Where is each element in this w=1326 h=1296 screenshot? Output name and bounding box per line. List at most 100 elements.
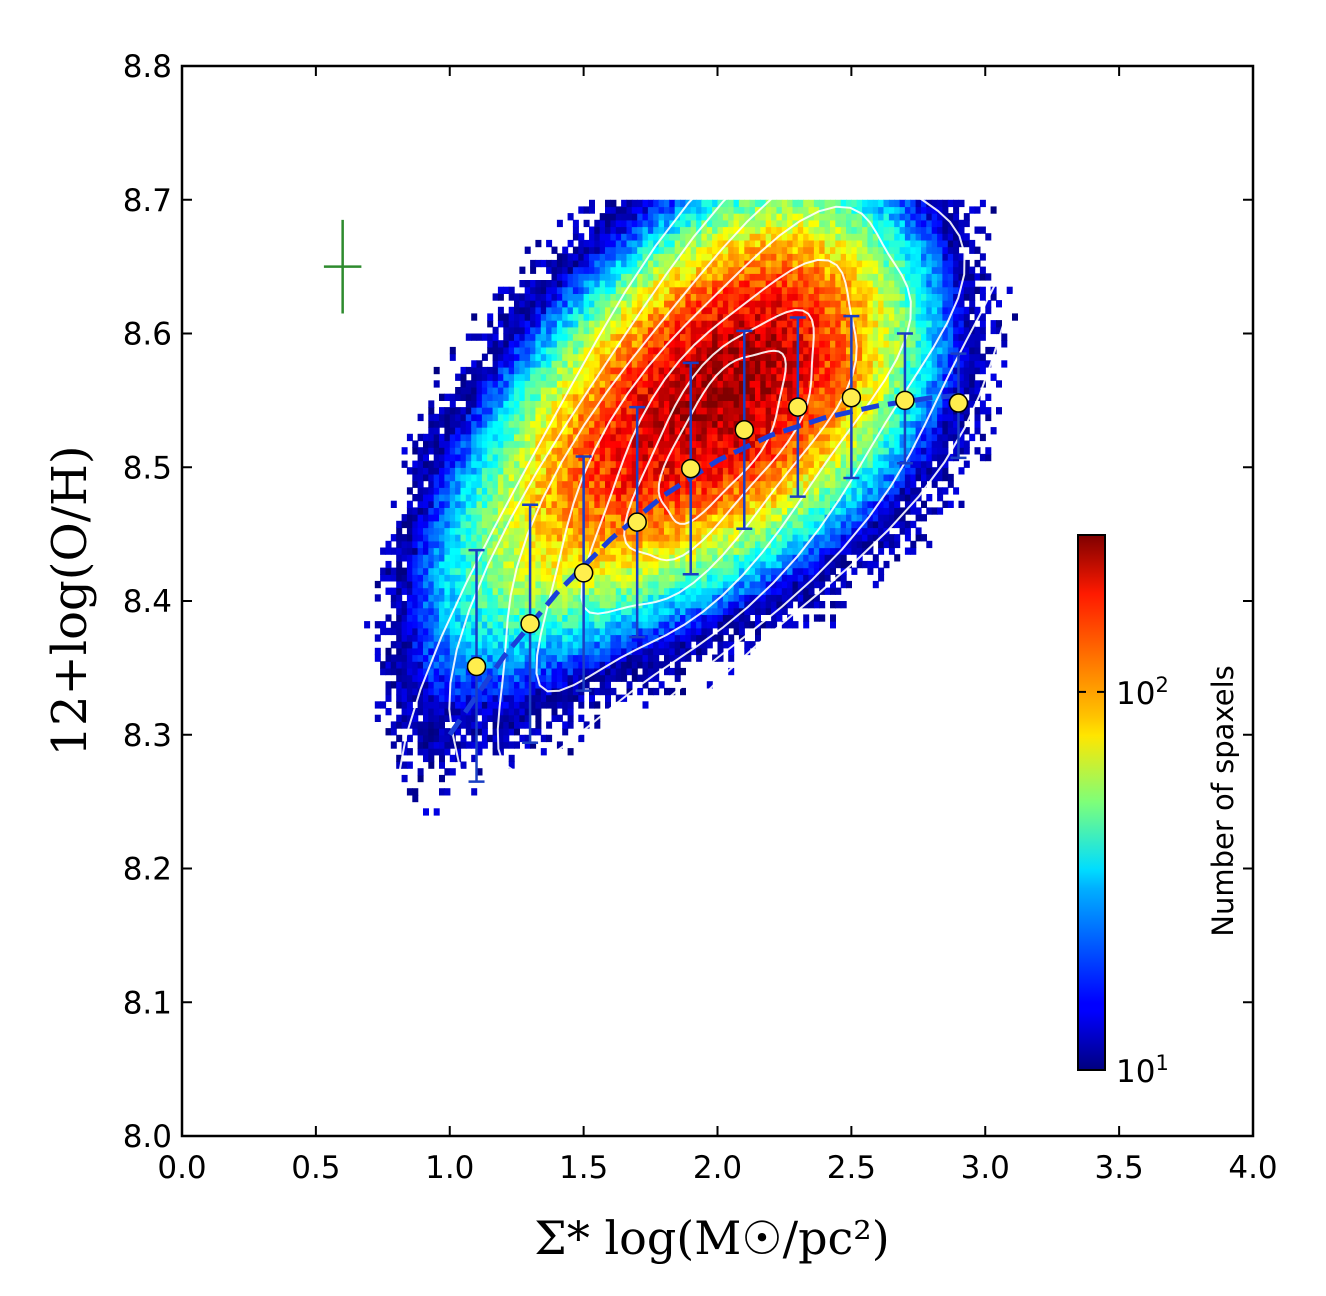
heatmap-cell xyxy=(755,340,761,348)
heatmap-cell xyxy=(738,246,745,254)
heatmap-cell xyxy=(680,601,686,609)
heatmap-cell xyxy=(439,728,445,736)
heatmap-cell xyxy=(701,627,708,636)
heatmap-cell xyxy=(492,393,499,401)
heatmap-cell xyxy=(760,447,767,455)
heatmap-cell xyxy=(546,540,553,549)
heatmap-cell xyxy=(771,574,778,582)
heatmap-cell xyxy=(487,534,494,542)
heatmap-cell xyxy=(487,641,494,649)
heatmap-cell xyxy=(696,253,703,261)
heatmap-cell xyxy=(615,527,622,535)
heatmap-cell xyxy=(503,534,510,542)
heatmap-cell xyxy=(658,440,665,448)
heatmap-cell xyxy=(658,293,665,301)
heatmap-cell xyxy=(492,413,499,422)
heatmap-cell xyxy=(733,520,740,529)
heatmap-cell xyxy=(385,728,392,736)
heatmap-cell xyxy=(556,634,563,642)
heatmap-cell xyxy=(406,667,413,676)
heatmap-cell xyxy=(460,554,467,562)
heatmap-cell xyxy=(481,400,488,408)
heatmap-cell xyxy=(738,547,745,555)
heatmap-cell xyxy=(433,614,440,622)
heatmap-cell xyxy=(653,480,660,488)
heatmap-cell xyxy=(797,280,804,288)
heatmap-cell xyxy=(776,387,783,395)
heatmap-cell xyxy=(396,761,403,769)
heatmap-cell xyxy=(717,601,724,609)
heatmap-cell xyxy=(556,313,563,321)
heatmap-cell xyxy=(722,534,729,542)
heatmap-cell xyxy=(792,340,799,348)
heatmap-cell xyxy=(583,527,590,535)
heatmap-cell xyxy=(551,373,558,381)
heatmap-cell xyxy=(481,641,488,649)
heatmap-cell xyxy=(583,480,590,488)
heatmap-cell xyxy=(680,527,686,535)
heatmap-cell xyxy=(540,333,547,341)
heatmap-cell xyxy=(481,687,488,696)
heatmap-cell xyxy=(433,554,440,562)
heatmap-cell xyxy=(760,206,767,214)
heatmap-cell xyxy=(642,320,649,328)
heatmap-cell xyxy=(797,587,804,595)
heatmap-cell xyxy=(637,353,644,361)
heatmap-cell xyxy=(460,580,467,589)
heatmap-cell xyxy=(562,259,569,268)
heatmap-cell xyxy=(594,601,601,609)
heatmap-cell xyxy=(664,206,670,214)
heatmap-cell xyxy=(589,627,595,636)
heatmap-cell xyxy=(738,380,745,388)
heatmap-cell xyxy=(401,547,408,555)
heatmap-cell xyxy=(519,353,526,361)
heatmap-cell xyxy=(733,206,740,214)
heatmap-cell xyxy=(749,467,756,475)
heatmap-cell xyxy=(417,554,424,562)
heatmap-cell xyxy=(701,453,708,462)
heatmap-cell xyxy=(690,366,697,375)
heatmap-cell xyxy=(621,634,628,642)
heatmap-cell xyxy=(594,594,601,602)
heatmap-cell xyxy=(658,453,665,462)
heatmap-cell xyxy=(749,239,756,248)
heatmap-cell xyxy=(567,440,574,448)
heatmap-cell xyxy=(615,320,622,328)
heatmap-cell xyxy=(642,634,649,642)
heatmap-cell xyxy=(637,393,644,401)
heatmap-cell xyxy=(706,293,713,301)
heatmap-cell xyxy=(428,540,435,549)
heatmap-cell xyxy=(556,520,563,529)
heatmap-cell xyxy=(390,641,397,649)
heatmap-cell xyxy=(417,728,424,736)
heatmap-cell xyxy=(776,373,783,381)
heatmap-cell xyxy=(396,701,403,709)
heatmap-cell xyxy=(605,313,611,321)
heatmap-cell xyxy=(567,674,574,682)
heatmap-cell xyxy=(439,393,445,401)
heatmap-cell xyxy=(401,520,408,529)
heatmap-cell xyxy=(722,440,729,448)
heatmap-cell xyxy=(514,681,520,689)
heatmap-cell xyxy=(599,687,606,696)
heatmap-cell xyxy=(599,554,606,562)
heatmap-cell xyxy=(771,393,778,401)
heatmap-cell xyxy=(771,213,778,221)
heatmap-cell xyxy=(465,741,472,749)
heatmap-cell xyxy=(642,487,649,495)
heatmap-cell xyxy=(417,413,424,422)
heatmap-cell xyxy=(728,460,735,468)
heatmap-cell xyxy=(589,393,595,401)
heatmap-cell xyxy=(497,527,504,535)
heatmap-cell xyxy=(680,567,686,575)
heatmap-cell xyxy=(412,788,419,796)
heatmap-cell xyxy=(514,360,520,368)
heatmap-cell xyxy=(519,587,526,595)
heatmap-cell xyxy=(696,313,703,321)
heatmap-cell xyxy=(760,420,767,428)
heatmap-cell xyxy=(658,320,665,328)
heatmap-cell xyxy=(385,574,392,582)
heatmap-cell xyxy=(771,520,778,529)
heatmap-cell xyxy=(481,708,488,716)
heatmap-cell xyxy=(760,253,767,261)
